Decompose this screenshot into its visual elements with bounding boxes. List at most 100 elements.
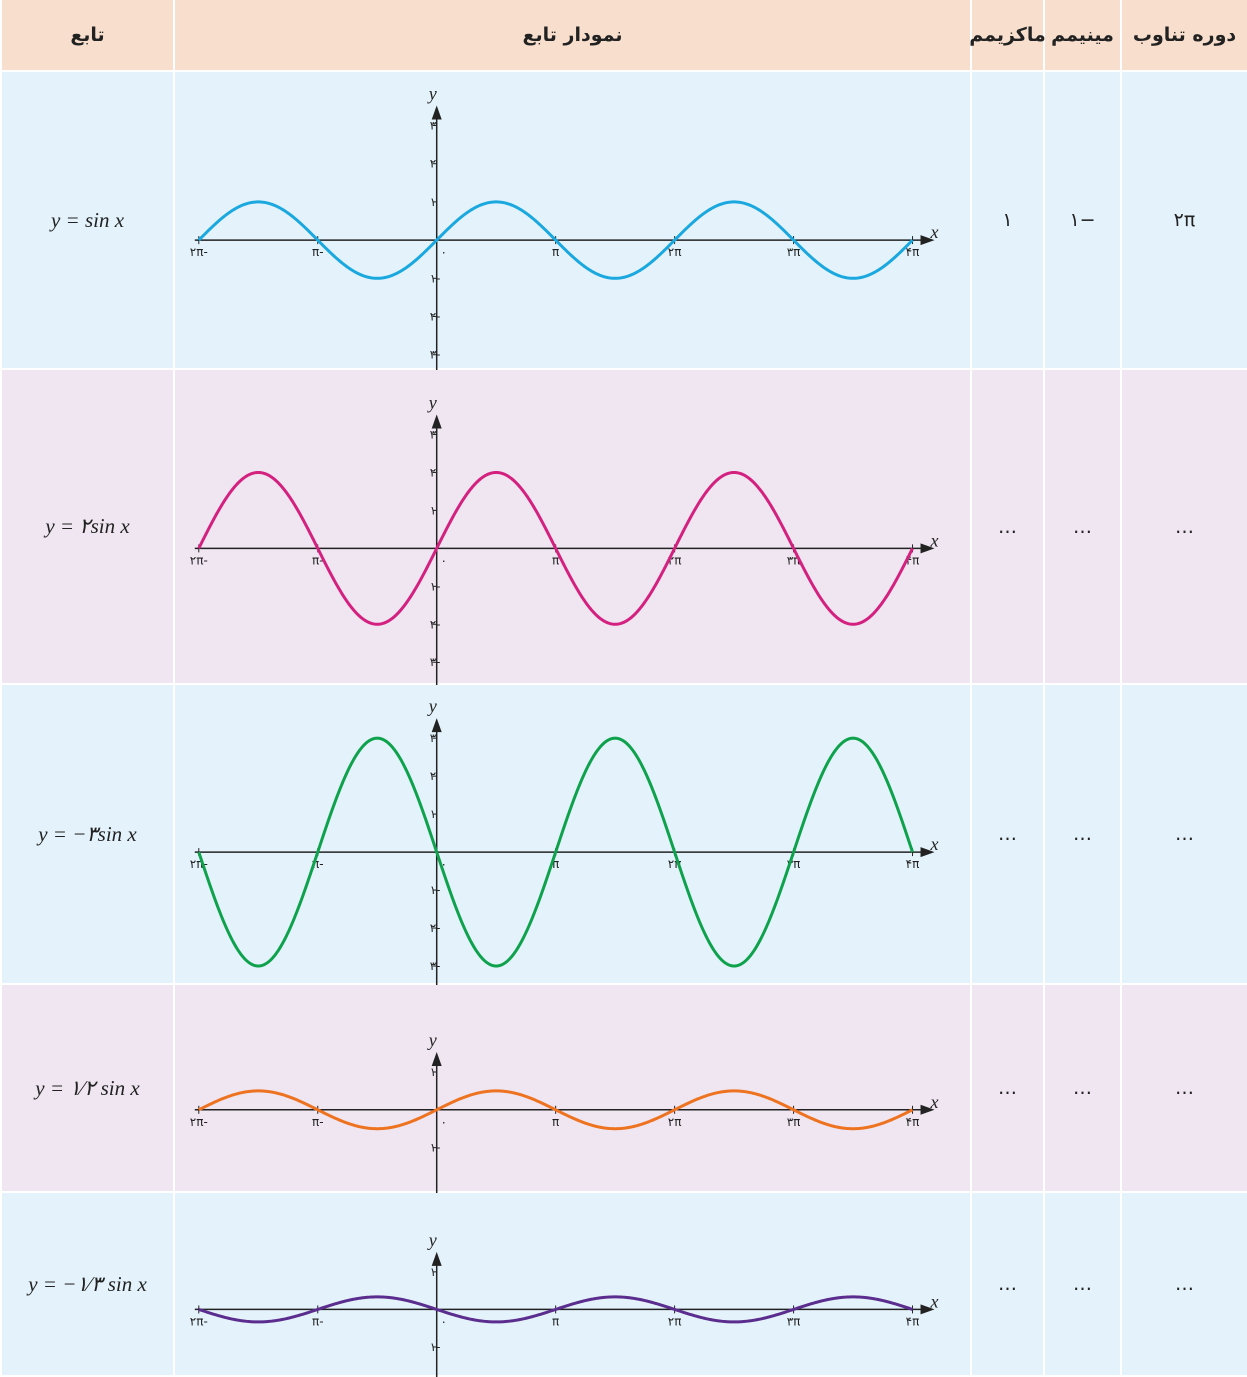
maximum: … [970, 985, 1043, 1193]
x-tick-label: ۴π [906, 1115, 920, 1129]
x-tick-label: -۲π [190, 553, 208, 567]
x-tick-label: π [552, 1115, 559, 1129]
x-tick-label: ۲π [668, 1314, 682, 1328]
y-tick-label: ۲ [430, 769, 436, 783]
maximum: ۱ [970, 72, 1043, 370]
y-tick-label: ۲ [430, 465, 436, 479]
y-arrow [431, 414, 442, 429]
y-tick-label: ۳ [430, 118, 437, 132]
y-tick-label: -۲ [430, 921, 441, 935]
y-tick-label: -۳ [430, 348, 441, 362]
y-arrow [431, 1251, 442, 1266]
x-tick-label: ۳π [787, 1115, 801, 1129]
x-tick-label: ۰ [440, 857, 446, 871]
graph-cell: x y -۲π -π ۰ π ۲π ۳π ۴π ۱ -۱ [173, 1193, 970, 1377]
graph: x y -۲π -π ۰ π ۲π ۳π ۴π ۱ -۱ [190, 1030, 939, 1193]
y-tick-label: ۱ [430, 1065, 436, 1079]
maximum: … [970, 370, 1043, 685]
x-arrow [920, 1104, 935, 1115]
sine-curve [198, 1295, 913, 1324]
x-tick-label: ۰ [440, 245, 446, 259]
x-tick-label: ۰ [440, 1314, 446, 1328]
x-tick-label: π [552, 245, 559, 259]
function: y = ۱⁄۲ sin x [0, 985, 173, 1193]
y-tick-label: ۱ [430, 1265, 436, 1279]
x-arrow [920, 1304, 935, 1315]
y-tick-label: ۳ [430, 731, 437, 745]
x-axis-label: x [930, 1092, 939, 1112]
x-tick-label: -π [312, 1314, 324, 1328]
x-tick-label: -۲π [190, 245, 208, 259]
y-tick-label: -۱ [430, 1340, 441, 1354]
y-tick-label: -۲ [430, 617, 441, 631]
y-axis-label: y [427, 696, 437, 716]
x-tick-label: ۳π [787, 1314, 801, 1328]
function: y = ۲sin x [0, 370, 173, 685]
x-tick-label: ۲π [668, 245, 682, 259]
x-tick-label: ۴π [906, 245, 920, 259]
y-axis-label: y [427, 393, 437, 413]
x-tick-label: ۰ [440, 553, 446, 567]
sine-curve [197, 200, 914, 280]
y-tick-label: -۱ [430, 579, 441, 593]
y-arrow [431, 1051, 442, 1066]
period: … [1120, 985, 1247, 1193]
y-tick-label: ۱ [430, 807, 436, 821]
y-tick-label: -۱ [430, 883, 441, 897]
graph: x y -۲π -π ۰ π ۲π ۳π ۴π ۳ ۲ ۱ -۱ -۲ -۳ [190, 83, 939, 370]
x-axis-label: x [930, 1291, 939, 1311]
x-tick-label: -π [312, 1115, 324, 1129]
period: … [1120, 370, 1247, 685]
x-tick-label: ۲π [668, 1115, 682, 1129]
x-tick-label: ۰ [440, 1115, 446, 1129]
graph-cell: x y -۲π -π ۰ π ۲π ۳π ۴π ۳ ۲ ۱ -۱ -۲ -۳ [173, 370, 970, 685]
function: y = −۱⁄۳ sin x [0, 1193, 173, 1377]
x-tick-label: ۴π [906, 857, 920, 871]
x-tick-label: -π [312, 553, 324, 567]
x-axis-label: x [930, 834, 939, 854]
x-tick-label: -π [312, 245, 324, 259]
x-arrow [920, 847, 935, 858]
sine-curve [197, 470, 914, 626]
maximum-header: ماکزیمم [969, 0, 1046, 72]
y-axis-label: y [427, 83, 437, 103]
x-tick-label: -۲π [190, 1314, 208, 1328]
y-tick-label: -۱ [430, 271, 441, 285]
function: y = −۳sin x [0, 685, 173, 985]
y-arrow [431, 718, 442, 733]
x-tick-label: π [552, 553, 559, 567]
graph-cell: x y -۲π -π ۰ π ۲π ۳π ۴π ۱ -۱ [173, 985, 970, 1193]
y-tick-label: ۱ [430, 503, 436, 517]
graph-cell: x y -۲π -π ۰ π ۲π ۳π ۴π ۳ ۲ ۱ -۱ -۲ -۳ [173, 72, 970, 370]
y-tick-label: ۱ [430, 195, 436, 209]
y-arrow [431, 105, 442, 120]
sine-curve [197, 736, 914, 968]
y-tick-label: ۳ [430, 428, 437, 442]
x-arrow [920, 235, 935, 246]
maximum: … [970, 685, 1043, 985]
graph-cell: x y -۲π -π ۰ π ۲π ۳π ۴π ۳ ۲ ۱ -۱ -۲ -۳ [173, 685, 970, 985]
x-tick-label: π [552, 857, 559, 871]
sine-curve [198, 1089, 914, 1131]
x-axis-label: x [930, 222, 939, 242]
y-tick-label: ۲ [430, 157, 436, 171]
x-tick-label: ۳π [787, 245, 801, 259]
y-tick-label: -۲ [430, 310, 441, 324]
x-axis-label: x [930, 530, 939, 550]
period-header: دوره تناوب [1120, 0, 1247, 72]
y-tick-label: -۳ [430, 959, 441, 973]
minimum: −۱ [1043, 72, 1120, 370]
function: y = sin x [0, 72, 173, 370]
x-tick-label: -۲π [190, 1115, 208, 1129]
minimum: … [1043, 685, 1120, 985]
function-header: تابع [0, 0, 173, 72]
minimum: … [1043, 985, 1120, 1193]
y-axis-label: y [427, 1230, 437, 1250]
period: ۲π [1120, 72, 1247, 370]
period: … [1120, 1193, 1247, 1377]
y-tick-label: -۱ [430, 1141, 441, 1155]
minimum-header: مینیمم [1043, 0, 1120, 72]
y-tick-label: -۳ [430, 655, 441, 669]
